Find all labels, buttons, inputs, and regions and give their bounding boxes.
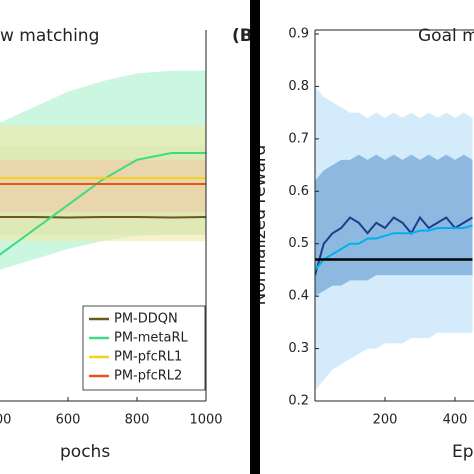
y-tick-label: 0.2 (288, 394, 309, 409)
series-line (315, 215, 474, 276)
x-axis-label: pochs (60, 442, 110, 462)
x-tick-label: 400 (443, 413, 468, 428)
y-tick-label: 0.7 (288, 131, 309, 146)
legend-label: PM-pfcRL1 (114, 350, 182, 365)
x-tick-label: 800 (125, 413, 150, 428)
y-tick-label: 0.8 (288, 79, 309, 94)
x-tick-label: 600 (56, 413, 81, 428)
x-tick-label: 400 (0, 413, 11, 428)
y-tick-label: 0.9 (288, 27, 309, 42)
band (0, 159, 206, 213)
x-tick-label: 200 (373, 413, 398, 428)
series-line (0, 215, 206, 219)
legend-label: PM-pfcRL2 (114, 369, 182, 384)
legend-label: PM-metaRL (114, 331, 189, 346)
band (315, 154, 473, 297)
y-tick-label: 0.3 (288, 341, 309, 356)
x-axis-label: Ep (452, 442, 474, 462)
chart-title: w matching (0, 26, 99, 46)
y-tick-label: 0.4 (288, 289, 309, 304)
x-tick-label: 1000 (189, 413, 222, 428)
panel-divider (250, 0, 260, 474)
plot-area (315, 86, 474, 391)
chart-title: Goal m (418, 26, 474, 46)
y-tick-label: 0.5 (288, 236, 309, 251)
series-line (0, 152, 206, 256)
series-line (315, 224, 473, 271)
legend-label: PM-DDQN (114, 312, 178, 327)
plot-area (0, 70, 206, 270)
y-tick-label: 0.6 (288, 184, 309, 199)
